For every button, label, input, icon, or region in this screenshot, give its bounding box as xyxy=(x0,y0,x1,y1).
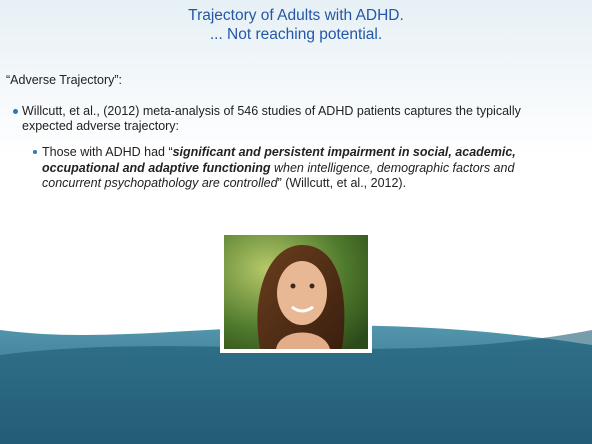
slide-title: Trajectory of Adults with ADHD. ... Not … xyxy=(0,6,592,44)
bullet-text: Willcutt, et al., (2012) meta-analysis o… xyxy=(22,104,521,133)
title-line: Trajectory of Adults with ADHD. xyxy=(0,6,592,25)
sub-bullet: Those with ADHD had “significant and per… xyxy=(42,145,547,192)
title-line: ... Not reaching potential. xyxy=(0,25,592,44)
background xyxy=(0,0,592,444)
slide: {"title": ["Trajectory of Adults with AD… xyxy=(0,0,592,444)
run: ” (Willcutt, et al., 2012). xyxy=(278,176,407,190)
photo xyxy=(220,231,372,353)
run: Those with ADHD had “ xyxy=(42,145,173,159)
heading: “Adverse Trajectory”: xyxy=(6,73,122,87)
bullet: Willcutt, et al., (2012) meta-analysis o… xyxy=(22,104,532,134)
